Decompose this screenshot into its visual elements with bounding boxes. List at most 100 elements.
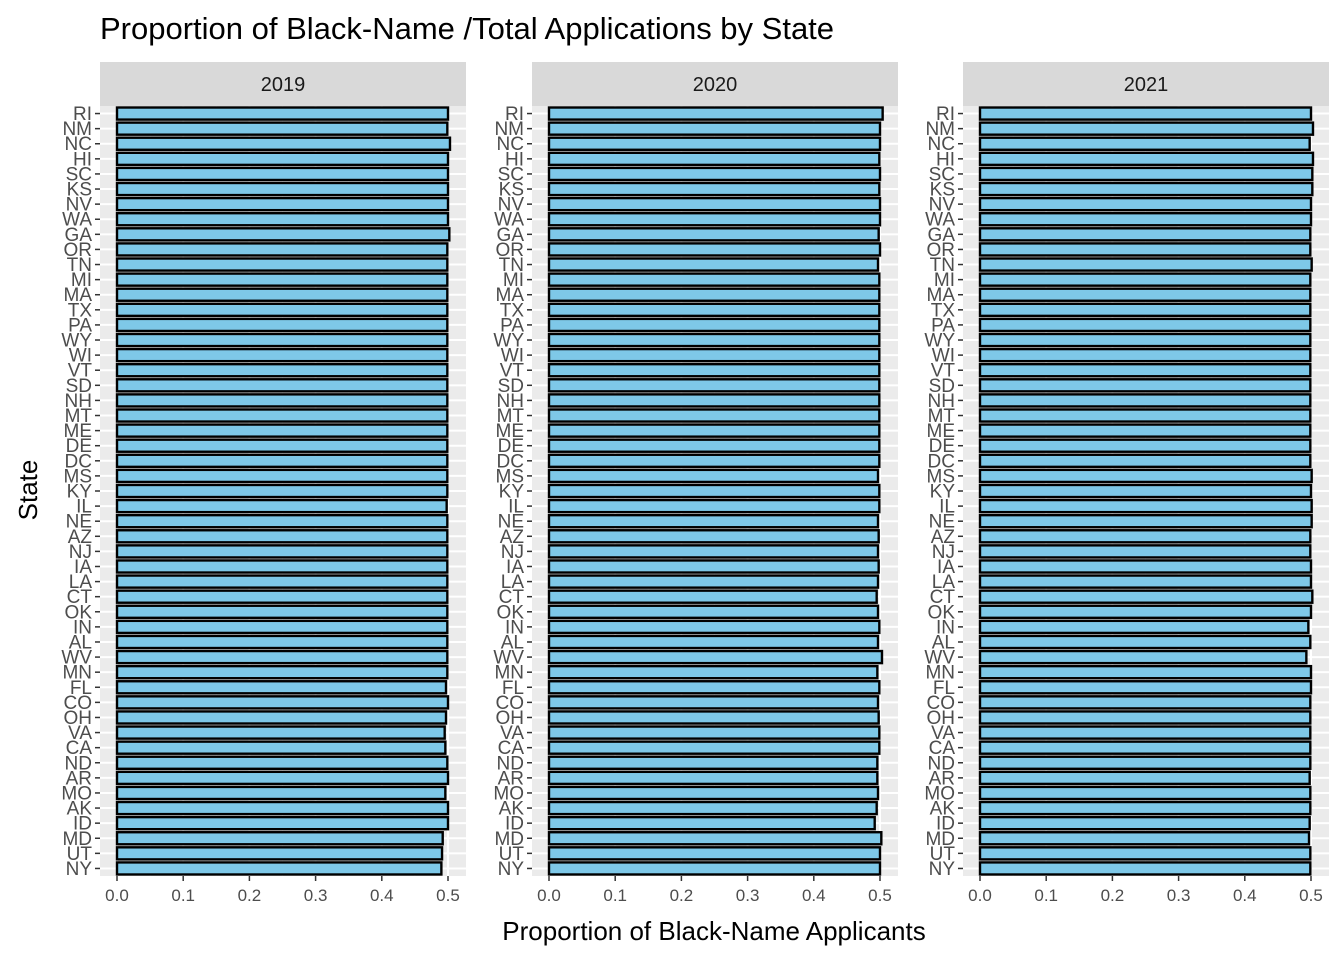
bar-2021-TN bbox=[978, 257, 1313, 272]
bar-2020-MS bbox=[547, 468, 880, 484]
bar-2021-IN bbox=[978, 619, 1310, 635]
y-tick-label-WA: WA bbox=[62, 210, 92, 231]
y-tick-label-CT: CT bbox=[499, 587, 525, 608]
x-tick-label: 0.5 bbox=[1299, 886, 1323, 905]
y-tick-label-NH: NH bbox=[928, 391, 955, 412]
x-tick-label: 0.2 bbox=[1101, 886, 1125, 905]
facet-panel-2020: 2020 0.0 0.1 0.2 0.3 0.4 0.5 RINMNCHISCKSNVWAGA… bbox=[493, 62, 898, 905]
y-tick-label-DC: DC bbox=[928, 451, 955, 472]
y-tick-label-DC: DC bbox=[65, 451, 92, 472]
y-tick-label-CT: CT bbox=[930, 587, 956, 608]
bar-2019-PA bbox=[115, 317, 449, 333]
y-tick-label-OH: OH bbox=[496, 708, 525, 729]
bar-2021-AL bbox=[978, 634, 1312, 650]
bar-2019-NJ bbox=[115, 544, 449, 559]
bar-2019-RI bbox=[115, 106, 450, 121]
y-tick-label-NJ: NJ bbox=[501, 542, 524, 563]
bar-2019-OH bbox=[115, 710, 448, 725]
bar-2021-OH bbox=[978, 710, 1312, 725]
bar-2019-OR bbox=[115, 242, 449, 257]
bar-2020-MN bbox=[547, 664, 879, 680]
y-tick-label-AR: AR bbox=[498, 768, 524, 789]
bar-2019-MI bbox=[115, 272, 449, 287]
y-tick-label-CA: CA bbox=[66, 738, 93, 759]
y-tick-label-WA: WA bbox=[494, 210, 524, 231]
bar-2020-VT bbox=[547, 362, 881, 378]
bar-2021-AR bbox=[978, 770, 1311, 786]
bar-2019-ND bbox=[115, 755, 449, 771]
y-tick-label-VA: VA bbox=[68, 723, 92, 744]
x-tick-label: 0.5 bbox=[868, 886, 892, 905]
bar-2019-AZ bbox=[115, 529, 449, 544]
x-tick-label: 0.2 bbox=[670, 886, 694, 905]
bar-2021-MN bbox=[978, 664, 1313, 680]
x-tick-label: 0.1 bbox=[171, 886, 195, 905]
bar-2019-MO bbox=[115, 785, 447, 801]
y-tick-label-MO: MO bbox=[61, 783, 92, 804]
y-tick-label-GA: GA bbox=[928, 225, 956, 246]
bar-2021-ID bbox=[978, 815, 1311, 831]
y-tick-label-NV: NV bbox=[929, 195, 956, 216]
bar-2020-CO bbox=[547, 695, 880, 710]
y-tick-label-AR: AR bbox=[929, 768, 955, 789]
bar-2021-IL bbox=[978, 498, 1313, 514]
bar-2020-CT bbox=[547, 589, 878, 604]
y-tick-label-ME: ME bbox=[496, 421, 525, 442]
bar-2021-WY bbox=[978, 332, 1312, 348]
y-tick-label-NV: NV bbox=[498, 195, 525, 216]
y-tick-label-IA: IA bbox=[506, 557, 524, 578]
bar-2019-ME bbox=[115, 423, 449, 438]
y-tick-label-MS: MS bbox=[496, 466, 525, 487]
y-tick-label-WV: WV bbox=[61, 648, 92, 669]
y-tick-label-CO: CO bbox=[927, 693, 956, 714]
y-tick-label-NH: NH bbox=[65, 391, 92, 412]
bar-2020-MA bbox=[547, 287, 881, 302]
y-tick-label-WY: WY bbox=[61, 331, 92, 352]
y-tick-label-IL: IL bbox=[939, 497, 955, 518]
y-tick-label-KY: KY bbox=[67, 482, 93, 503]
y-tick-label-OR: OR bbox=[64, 240, 93, 261]
y-tick-label-MT: MT bbox=[65, 406, 93, 427]
y-tick-label-NM: NM bbox=[62, 119, 92, 140]
bar-2020-VA bbox=[547, 725, 881, 740]
y-tick-label-TX: TX bbox=[931, 300, 956, 321]
bar-2021-NC bbox=[978, 136, 1311, 151]
y-tick-label-KS: KS bbox=[499, 180, 524, 201]
y-tick-label-MS: MS bbox=[64, 466, 93, 487]
x-tick-label: 0.0 bbox=[968, 886, 992, 905]
y-tick-label-NJ: NJ bbox=[932, 542, 955, 563]
y-tick-label-ID: ID bbox=[936, 814, 955, 835]
y-tick-label-NM: NM bbox=[494, 119, 524, 140]
bar-2019-NV bbox=[115, 196, 450, 212]
y-tick-label-WV: WV bbox=[924, 648, 955, 669]
y-tick-label-MA: MA bbox=[64, 285, 93, 306]
y-tick-label-LA: LA bbox=[932, 572, 956, 593]
y-axis-title: State bbox=[13, 460, 43, 521]
bar-2019-CT bbox=[115, 589, 449, 604]
bar-2019-LA bbox=[115, 574, 449, 589]
bar-2019-KY bbox=[115, 483, 449, 499]
bar-2021-CO bbox=[978, 695, 1312, 710]
y-tick-label-DE: DE bbox=[929, 436, 955, 457]
y-tick-label-MN: MN bbox=[62, 663, 92, 684]
x-tick-label: 0.3 bbox=[304, 886, 328, 905]
bar-2020-HI bbox=[547, 151, 881, 167]
bar-2020-IA bbox=[547, 559, 880, 574]
bar-2019-KS bbox=[115, 181, 450, 197]
bar-2019-GA bbox=[115, 227, 451, 242]
y-tick-label-MD: MD bbox=[925, 829, 955, 850]
x-tick-label: 0.0 bbox=[537, 886, 561, 905]
y-tick-label-OK: OK bbox=[497, 602, 525, 623]
y-tick-label-SC: SC bbox=[66, 164, 92, 185]
y-tick-label-SD: SD bbox=[929, 376, 955, 397]
bar-2020-DE bbox=[547, 438, 881, 453]
bar-2020-GA bbox=[547, 227, 880, 242]
y-tick-label-DC: DC bbox=[497, 451, 524, 472]
y-tick-label-KY: KY bbox=[930, 482, 956, 503]
chart-title: Proportion of Black-Name /Total Applicat… bbox=[100, 11, 834, 46]
bar-2020-PA bbox=[547, 317, 881, 333]
strip-background bbox=[532, 62, 898, 106]
y-tick-label-TX: TX bbox=[68, 300, 93, 321]
